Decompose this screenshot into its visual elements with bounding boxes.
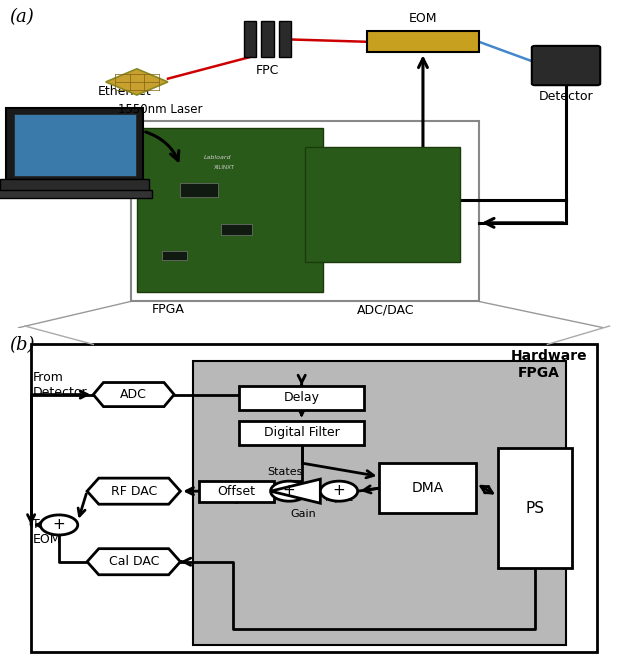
FancyBboxPatch shape (239, 420, 364, 445)
Text: Gain: Gain (290, 509, 317, 519)
Text: XILINXT: XILINXT (213, 165, 234, 169)
Polygon shape (271, 479, 320, 503)
Text: From
Detector: From Detector (32, 371, 87, 399)
FancyBboxPatch shape (131, 121, 479, 301)
FancyBboxPatch shape (162, 251, 187, 260)
Text: Labloard: Labloard (204, 155, 231, 160)
Text: Cal DAC: Cal DAC (109, 555, 159, 568)
FancyBboxPatch shape (199, 481, 274, 502)
Polygon shape (261, 21, 274, 58)
Text: Input: Input (325, 493, 353, 503)
Polygon shape (93, 383, 174, 406)
Text: FPGA: FPGA (152, 303, 184, 316)
Text: States: States (267, 467, 303, 477)
FancyBboxPatch shape (6, 108, 143, 180)
Text: Detector: Detector (539, 90, 593, 103)
Polygon shape (279, 21, 291, 58)
Polygon shape (87, 478, 180, 504)
Text: Offset: Offset (217, 485, 256, 498)
FancyBboxPatch shape (0, 179, 149, 192)
Text: ADC/DAC: ADC/DAC (357, 303, 414, 316)
Text: RF DAC: RF DAC (111, 485, 157, 498)
Circle shape (271, 481, 308, 501)
Text: +: + (333, 483, 345, 498)
FancyBboxPatch shape (239, 385, 364, 410)
Text: EOM: EOM (409, 11, 437, 24)
Text: DMA: DMA (412, 481, 443, 495)
FancyBboxPatch shape (221, 224, 252, 235)
Polygon shape (106, 69, 168, 95)
Text: ADC: ADC (120, 388, 147, 401)
Text: Digital Filter: Digital Filter (264, 426, 340, 439)
Text: (a): (a) (9, 8, 34, 26)
Text: 1550nm Laser: 1550nm Laser (118, 103, 203, 117)
FancyBboxPatch shape (379, 463, 476, 513)
Text: FPGA: FPGA (518, 366, 560, 380)
Text: PS: PS (526, 500, 544, 516)
FancyBboxPatch shape (180, 183, 218, 197)
Polygon shape (244, 21, 256, 58)
FancyBboxPatch shape (31, 344, 597, 652)
Text: (b): (b) (9, 336, 35, 354)
Text: To
EOM: To EOM (32, 518, 61, 545)
FancyBboxPatch shape (0, 190, 152, 198)
Text: +: + (53, 517, 65, 532)
FancyBboxPatch shape (305, 148, 460, 262)
FancyBboxPatch shape (14, 114, 136, 176)
Text: Hardware: Hardware (511, 350, 588, 363)
Polygon shape (87, 549, 180, 575)
FancyBboxPatch shape (367, 31, 479, 52)
FancyBboxPatch shape (137, 128, 323, 292)
Circle shape (40, 515, 78, 535)
FancyBboxPatch shape (498, 448, 572, 569)
Text: +: + (283, 483, 295, 498)
Text: Delay: Delay (284, 391, 320, 404)
Circle shape (320, 481, 358, 501)
FancyBboxPatch shape (532, 46, 600, 85)
FancyBboxPatch shape (193, 361, 566, 645)
Text: FPC: FPC (256, 64, 279, 77)
Text: Ethernet: Ethernet (98, 85, 151, 99)
